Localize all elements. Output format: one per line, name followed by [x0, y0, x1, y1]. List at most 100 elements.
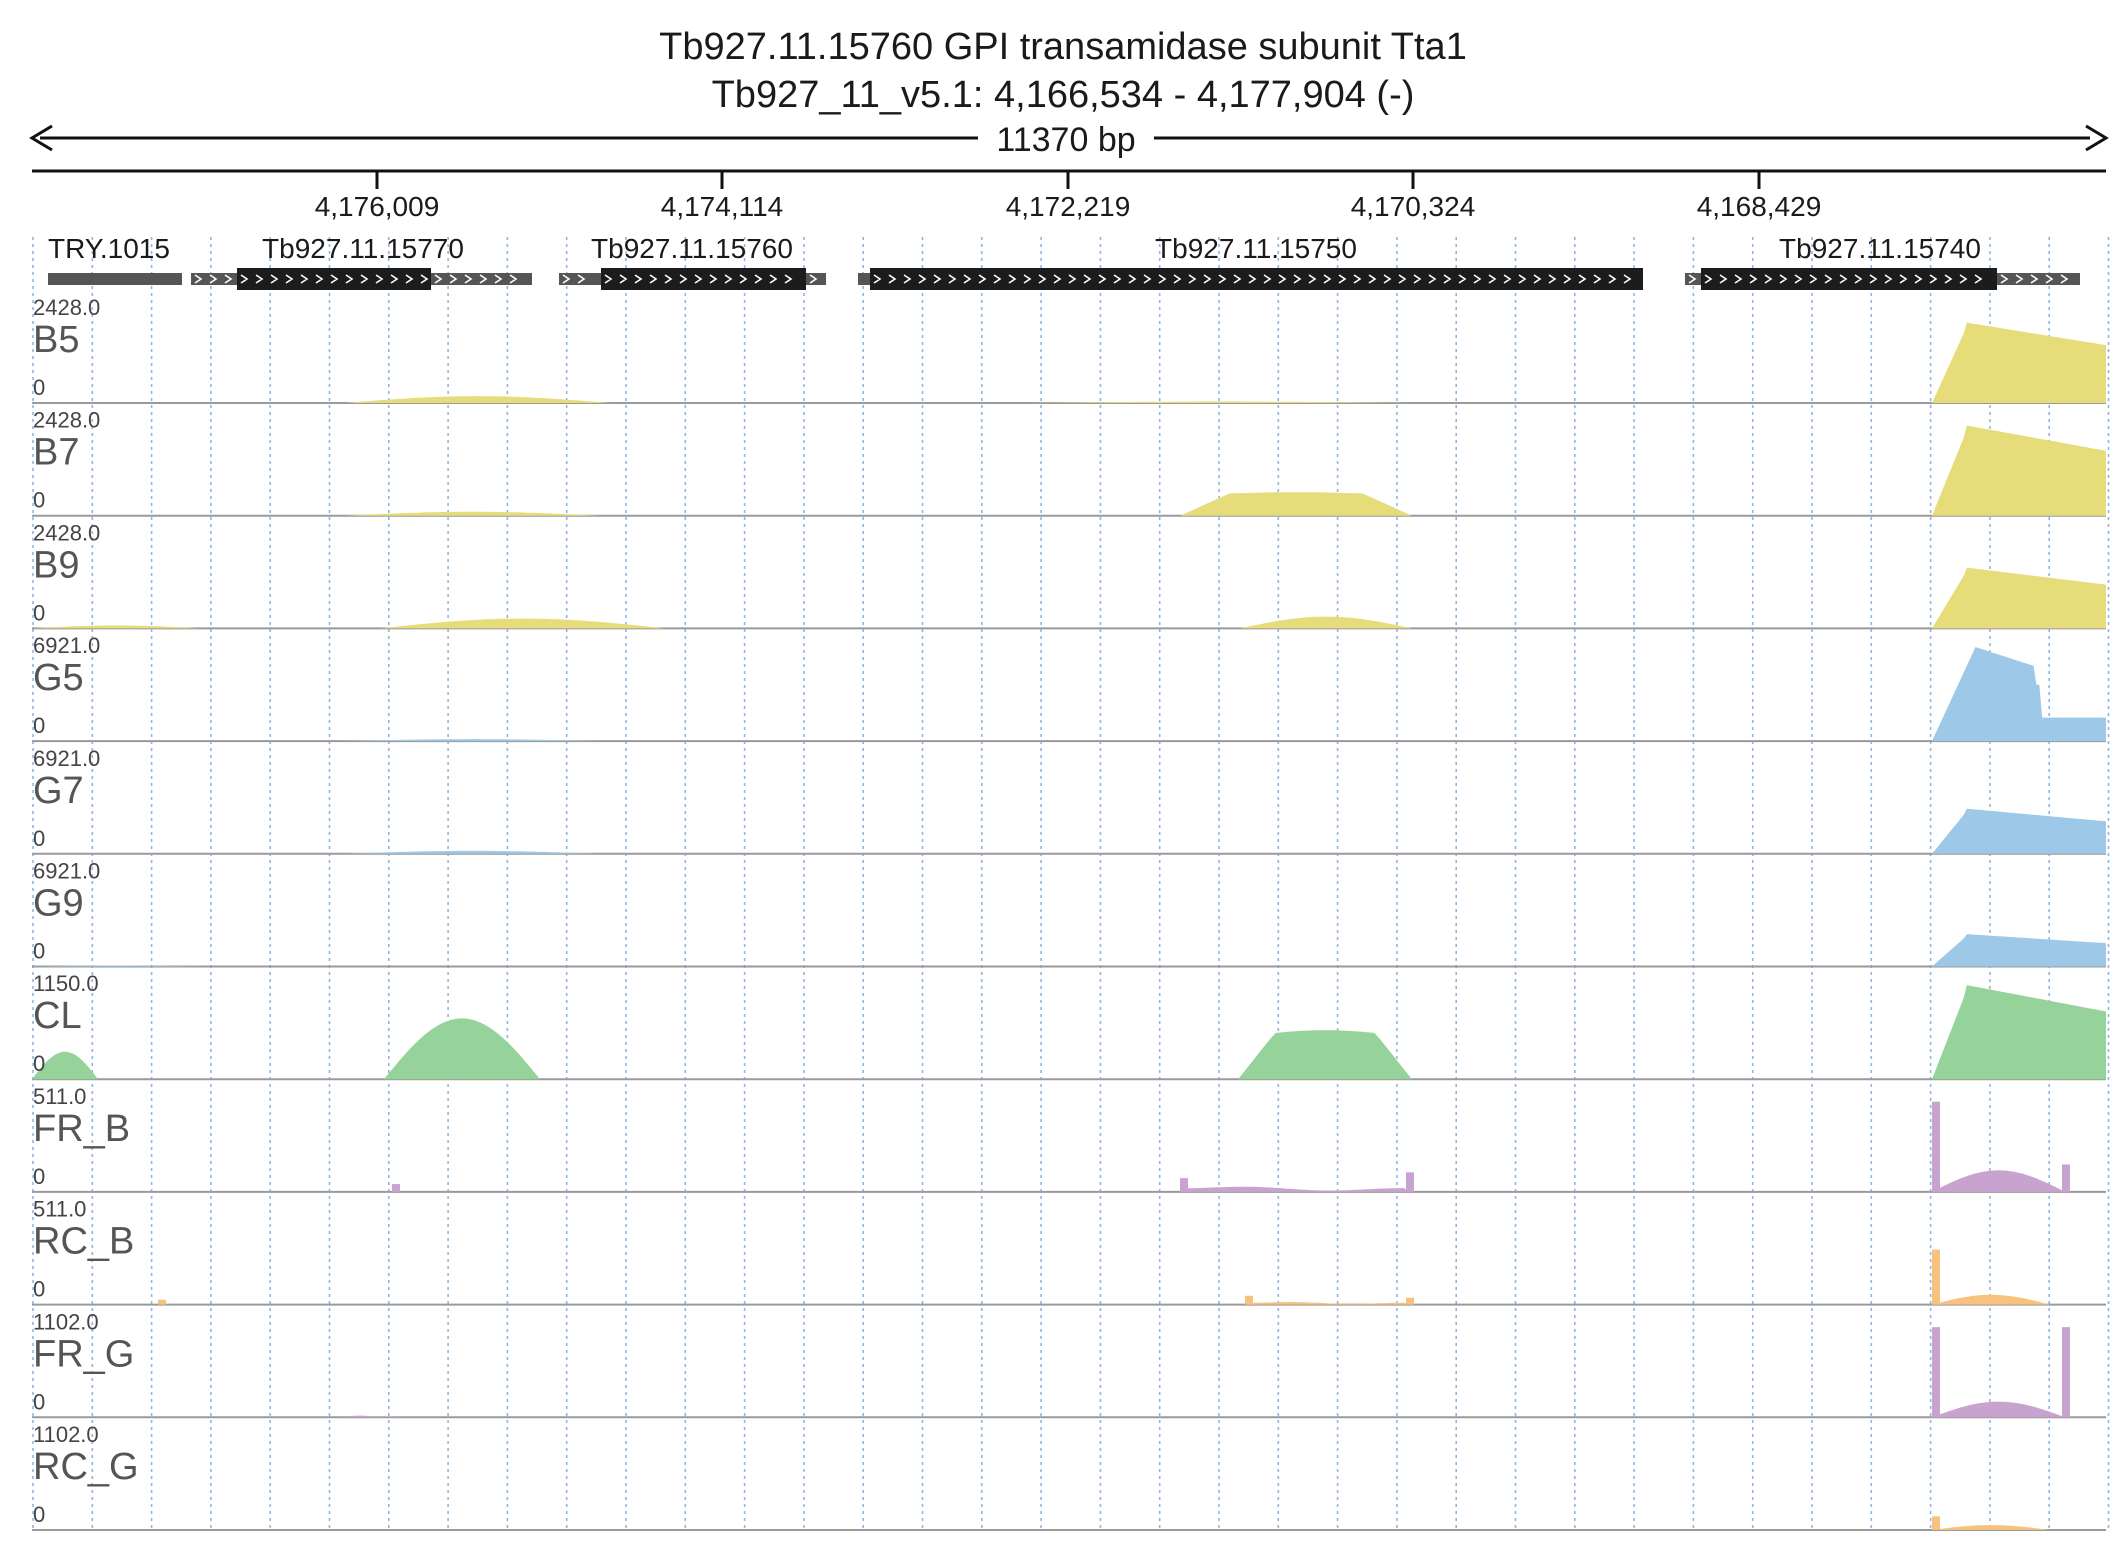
strand-arrow-icon — [562, 274, 586, 284]
track-max-label: 2428.0 — [33, 408, 100, 433]
track-min-label: 0 — [33, 488, 45, 513]
gene-feature-try1015 — [48, 273, 182, 285]
coverage-track-g7 — [32, 808, 2106, 855]
track-min-label: 0 — [33, 939, 45, 964]
ruler-tick-label: 4,168,429 — [1697, 191, 1822, 222]
track-max-label: 6921.0 — [33, 633, 100, 658]
track-name-label: CL — [33, 995, 82, 1037]
track-max-label: 1102.0 — [33, 1309, 99, 1334]
strand-arrow-icon — [1704, 274, 1983, 284]
coverage-area — [1180, 492, 1412, 516]
ruler-tick-label: 4,174,114 — [661, 191, 784, 222]
coverage-area — [1932, 425, 2106, 516]
coverage-area — [1932, 647, 2106, 742]
coverage-area — [1932, 567, 2106, 629]
coverage-area — [1932, 1294, 2050, 1305]
locus-coordinates: Tb927_11_v5.1: 4,166,534 - 4,177,904 (-) — [711, 74, 1415, 116]
track-min-label: 0 — [33, 713, 45, 738]
coverage-area — [1240, 616, 1412, 629]
coverage-track-rc-g — [32, 1516, 2106, 1531]
coverage-spike — [1932, 1101, 1940, 1192]
track-min-label: 0 — [33, 600, 45, 625]
gene-label: Tb927.11.15750 — [1155, 233, 1357, 264]
track-min-label: 0 — [33, 1051, 45, 1076]
track-name-label: FR_B — [33, 1108, 130, 1150]
coverage-area — [1932, 1401, 2065, 1418]
strand-arrow-icon — [434, 274, 518, 284]
track-min-label: 0 — [33, 1502, 45, 1527]
coverage-area — [32, 625, 200, 629]
utr-block — [559, 273, 601, 285]
track-name-label: G9 — [33, 883, 84, 925]
gene-title: Tb927.11.15760 GPI transamidase subunit … — [659, 26, 1467, 68]
coverage-track-fr-g — [32, 1327, 2106, 1419]
coverage-spike — [1180, 1178, 1188, 1192]
coverage-spike — [392, 1184, 400, 1192]
track-min-label: 0 — [33, 375, 45, 400]
coverage-area — [1238, 1030, 1412, 1080]
coverage-track-g5 — [32, 647, 2106, 743]
coverage-area — [32, 1051, 98, 1080]
coverage-area — [345, 511, 600, 516]
ruler-tick-label: 4,176,009 — [315, 191, 440, 222]
track-name-label: B9 — [33, 544, 79, 586]
coverage-area — [345, 850, 600, 854]
coverage-spike — [1245, 1295, 1253, 1305]
coverage-spike — [1932, 1249, 1940, 1305]
coverage-track-g9 — [32, 934, 2106, 968]
track-min-label: 0 — [33, 1277, 45, 1302]
track-max-label: 2428.0 — [33, 295, 100, 320]
track-min-label: 0 — [33, 1389, 45, 1414]
utr-block — [431, 273, 532, 285]
coverage-area — [1932, 985, 2106, 1080]
coverage-area — [1178, 1186, 1412, 1192]
track-name-label: RC_B — [33, 1221, 134, 1263]
cds-block — [601, 268, 806, 290]
coverage-track-cl — [32, 985, 2106, 1081]
track-max-label: 1150.0 — [33, 971, 99, 996]
utr-block — [1685, 273, 1701, 285]
track-max-label: 2428.0 — [33, 520, 100, 545]
gene-label: Tb927.11.15740 — [1779, 233, 1981, 264]
coverage-area — [384, 1018, 540, 1080]
cds-block — [870, 268, 1643, 290]
coverage-area — [1932, 1525, 2050, 1530]
coverage-track-fr-b — [32, 1101, 2106, 1193]
strand-arrow-icon — [2000, 274, 2069, 284]
track-min-label: 0 — [33, 1164, 45, 1189]
ruler-tick-label: 4,170,324 — [1351, 191, 1476, 222]
coverage-area — [1932, 322, 2106, 403]
cds-block — [1701, 268, 1997, 290]
gene-label: Tb927.11.15770 — [262, 233, 464, 264]
track-min-label: 0 — [33, 826, 45, 851]
arrow-right-icon — [2085, 124, 2109, 152]
coverage-spike — [1932, 1327, 1940, 1418]
coverage-area — [380, 618, 665, 629]
strand-arrow-icon — [873, 274, 1632, 284]
coverage-spike — [1406, 1172, 1414, 1192]
strand-arrow-icon — [1688, 274, 1697, 284]
track-max-label: 511.0 — [33, 1197, 86, 1222]
track-name-label: FR_G — [33, 1333, 134, 1375]
strand-arrow-icon — [604, 274, 793, 284]
coverage-area — [1245, 1302, 1410, 1305]
track-max-label: 6921.0 — [33, 859, 100, 884]
coverage-spike — [1406, 1297, 1414, 1305]
strand-arrow-icon — [194, 274, 233, 284]
coverage-track-rc-b — [32, 1249, 2106, 1306]
track-name-label: RC_G — [33, 1446, 139, 1488]
cds-block — [237, 268, 431, 290]
strand-arrow-icon — [809, 274, 818, 284]
coverage-spike — [2062, 1164, 2070, 1192]
track-name-label: B5 — [33, 319, 79, 361]
track-name-label: B7 — [33, 432, 79, 474]
coverage-track-b9 — [32, 567, 2106, 630]
track-max-label: 1102.0 — [33, 1422, 99, 1447]
coverage-spike — [2062, 1327, 2070, 1418]
track-max-label: 511.0 — [33, 1084, 86, 1109]
coverage-track-b7 — [32, 425, 2106, 517]
gene-label: Tb927.11.15760 — [591, 233, 793, 264]
coverage-area — [345, 396, 610, 403]
